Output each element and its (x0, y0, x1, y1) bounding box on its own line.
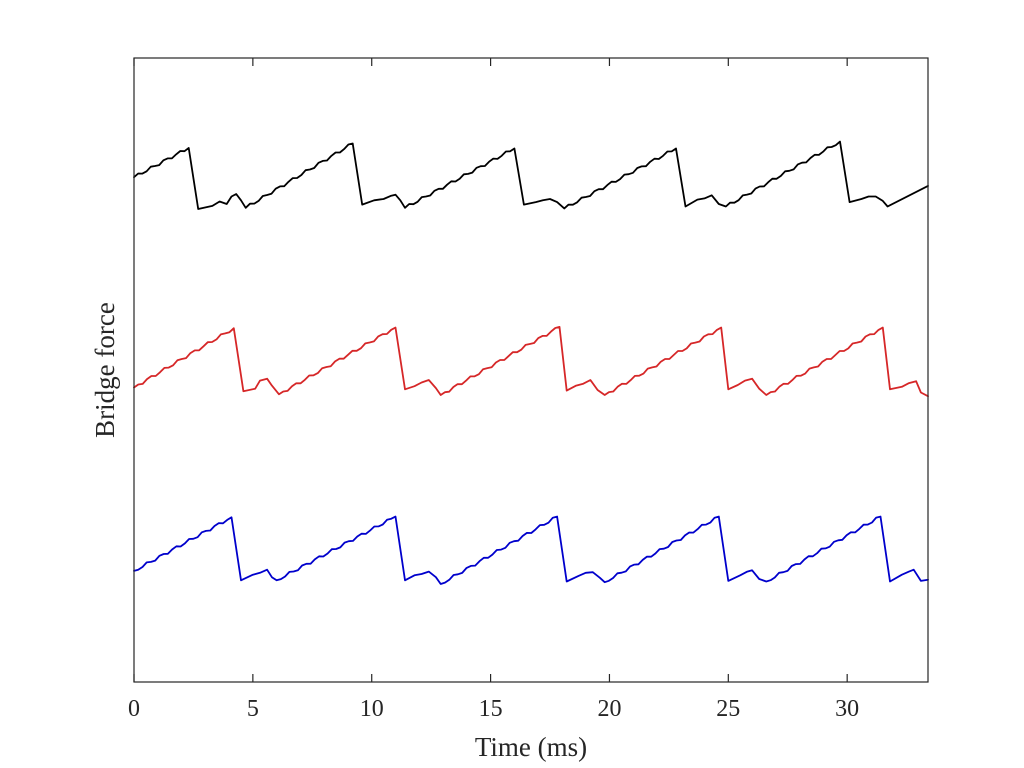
x-tick-label: 15 (479, 696, 503, 722)
x-tick-label: 25 (716, 696, 740, 722)
series-layer (133, 140, 929, 585)
series-line-3 (133, 515, 929, 585)
x-tick-label: 0 (128, 696, 140, 722)
x-tick-label: 30 (835, 696, 859, 722)
x-tick-label: 5 (247, 696, 259, 722)
plot-area-background (134, 58, 928, 682)
series-line-2 (133, 326, 929, 398)
x-tick-label: 20 (597, 696, 621, 722)
y-axis-title: Bridge force (90, 302, 120, 438)
x-ticks: 0 5 10 15 20 25 30 (128, 58, 859, 722)
x-tick-label: 10 (360, 696, 384, 722)
series-line-1 (133, 140, 929, 210)
x-axis-title: Time (ms) (475, 732, 587, 762)
axes-box (133, 57, 929, 683)
